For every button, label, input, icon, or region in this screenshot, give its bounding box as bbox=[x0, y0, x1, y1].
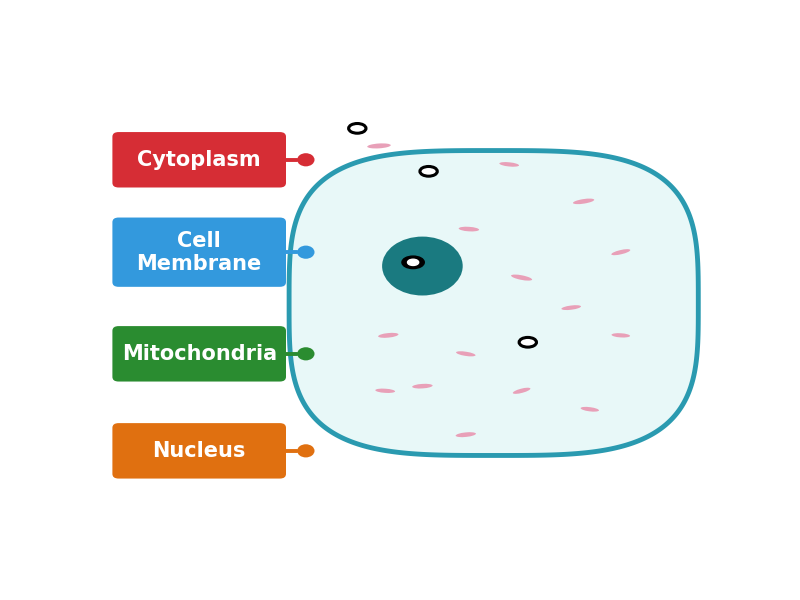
FancyBboxPatch shape bbox=[112, 132, 286, 187]
Ellipse shape bbox=[402, 256, 424, 269]
Ellipse shape bbox=[611, 333, 630, 337]
Text: Mitochondria: Mitochondria bbox=[122, 344, 277, 364]
Ellipse shape bbox=[562, 305, 581, 310]
Ellipse shape bbox=[456, 351, 475, 356]
Ellipse shape bbox=[297, 153, 314, 166]
Ellipse shape bbox=[611, 249, 630, 255]
Ellipse shape bbox=[382, 236, 462, 295]
Ellipse shape bbox=[420, 166, 438, 176]
Ellipse shape bbox=[297, 347, 314, 361]
Text: Nucleus: Nucleus bbox=[153, 441, 246, 461]
Ellipse shape bbox=[297, 444, 314, 457]
Ellipse shape bbox=[519, 337, 537, 347]
Text: Cell
Membrane: Cell Membrane bbox=[137, 230, 262, 274]
Ellipse shape bbox=[407, 259, 418, 265]
Ellipse shape bbox=[573, 199, 594, 204]
Ellipse shape bbox=[349, 124, 366, 133]
FancyBboxPatch shape bbox=[112, 326, 286, 382]
Ellipse shape bbox=[412, 384, 433, 388]
Ellipse shape bbox=[367, 143, 390, 148]
Text: Cytoplasm: Cytoplasm bbox=[138, 150, 261, 170]
Ellipse shape bbox=[581, 407, 599, 412]
Ellipse shape bbox=[375, 389, 395, 393]
Polygon shape bbox=[289, 151, 698, 455]
Ellipse shape bbox=[513, 388, 530, 394]
Ellipse shape bbox=[511, 275, 532, 281]
Ellipse shape bbox=[378, 333, 398, 338]
FancyBboxPatch shape bbox=[112, 218, 286, 287]
Ellipse shape bbox=[499, 162, 519, 167]
FancyBboxPatch shape bbox=[112, 423, 286, 479]
Ellipse shape bbox=[456, 432, 476, 437]
Ellipse shape bbox=[458, 227, 479, 232]
Ellipse shape bbox=[297, 245, 314, 259]
